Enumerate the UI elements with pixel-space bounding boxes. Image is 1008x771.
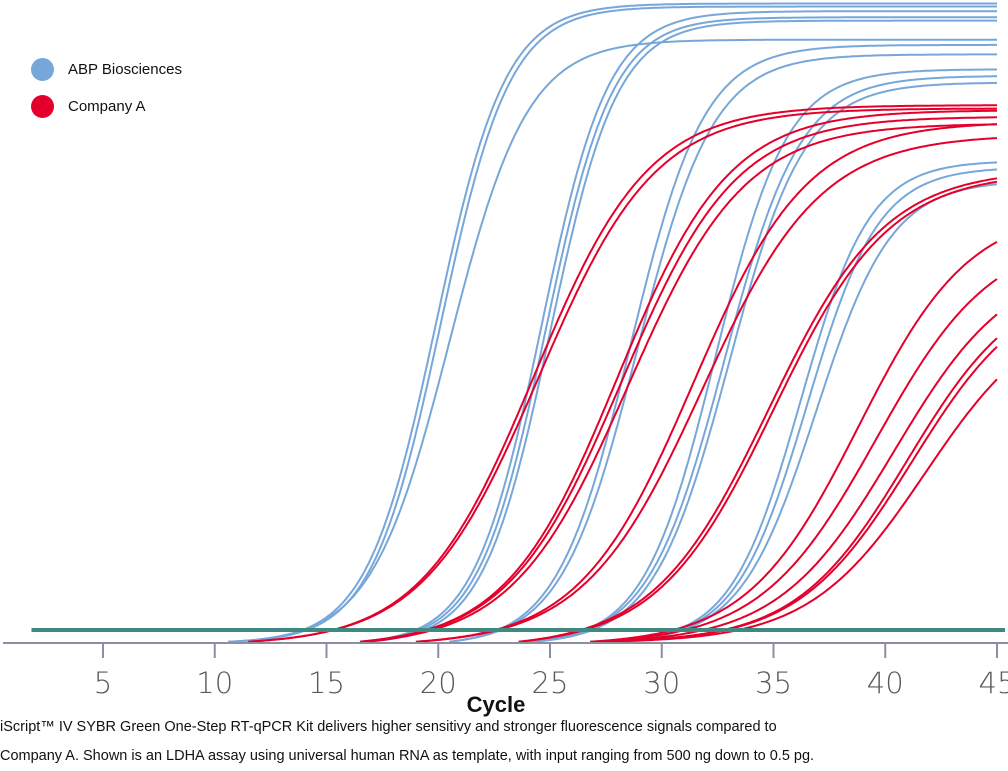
x-axis-title-wrap: Cycle xyxy=(0,692,1008,718)
caption-line-2: Company A. Shown is an LDHA assay using … xyxy=(0,748,815,764)
abp-curve-5 xyxy=(359,16,997,643)
x-tick-label-45: 45 xyxy=(979,666,1008,700)
company-a-curve-12 xyxy=(594,313,998,643)
x-tick-label-20: 20 xyxy=(420,666,457,700)
abp-curve-13 xyxy=(594,168,998,643)
caption-line-1: iScript™ IV SYBR Green One-Step RT-qPCR … xyxy=(0,719,777,735)
legend-item-company-a: Company A xyxy=(31,88,182,125)
abp-curve-12 xyxy=(594,161,998,643)
x-axis-title: Cycle xyxy=(466,692,526,717)
legend-marker-company-a xyxy=(31,95,54,118)
x-tick-label-15: 15 xyxy=(308,666,345,700)
x-tick-label-35: 35 xyxy=(755,666,792,700)
company-a-curve-2 xyxy=(248,107,997,643)
company-a-curve-10 xyxy=(590,240,998,643)
abp-curve-6 xyxy=(366,19,997,643)
abp-curve-11 xyxy=(534,81,998,643)
abp-curve-4 xyxy=(359,10,997,643)
abp-curve-10 xyxy=(527,75,997,643)
company-a-curve-7 xyxy=(415,137,998,643)
company-a-curve-15 xyxy=(603,378,998,643)
legend-marker-abp xyxy=(31,58,54,81)
abp-curve-2 xyxy=(228,5,997,643)
legend-label-company-a: Company A xyxy=(68,98,146,115)
company-a-curve-5 xyxy=(366,123,998,643)
legend-item-abp: ABP Biosciences xyxy=(31,51,182,88)
legend-label-abp: ABP Biosciences xyxy=(68,61,182,78)
company-a-curve-9 xyxy=(518,180,998,643)
company-a-curve-4 xyxy=(359,116,997,643)
figure-caption: iScript™ IV SYBR Green One-Step RT-qPCR … xyxy=(0,713,1008,771)
x-tick-label-5: 5 xyxy=(94,666,112,700)
company-a-curve-6 xyxy=(415,123,998,643)
abp-curve-9 xyxy=(527,68,997,643)
abp-curve-3 xyxy=(232,38,997,643)
company-a-curve-11 xyxy=(590,278,998,643)
company-a-curve-3 xyxy=(359,109,998,643)
x-axis-ticks: 5 10 15 20 25 30 35 40 45 xyxy=(94,643,1008,700)
abp-curve-1 xyxy=(228,2,997,643)
abp-curve-7 xyxy=(449,43,997,643)
abp-curve-8 xyxy=(449,53,997,643)
x-tick-label-10: 10 xyxy=(196,666,233,700)
x-tick-label-30: 30 xyxy=(643,666,680,700)
legend: ABP Biosciences Company A xyxy=(31,51,182,125)
qpcr-amplification-chart: 5 10 15 20 25 30 35 40 45 xyxy=(3,2,1008,700)
x-tick-label-40: 40 xyxy=(867,666,904,700)
amplification-curves xyxy=(228,2,998,643)
x-tick-label-25: 25 xyxy=(532,666,569,700)
company-a-curve-8 xyxy=(518,177,998,643)
